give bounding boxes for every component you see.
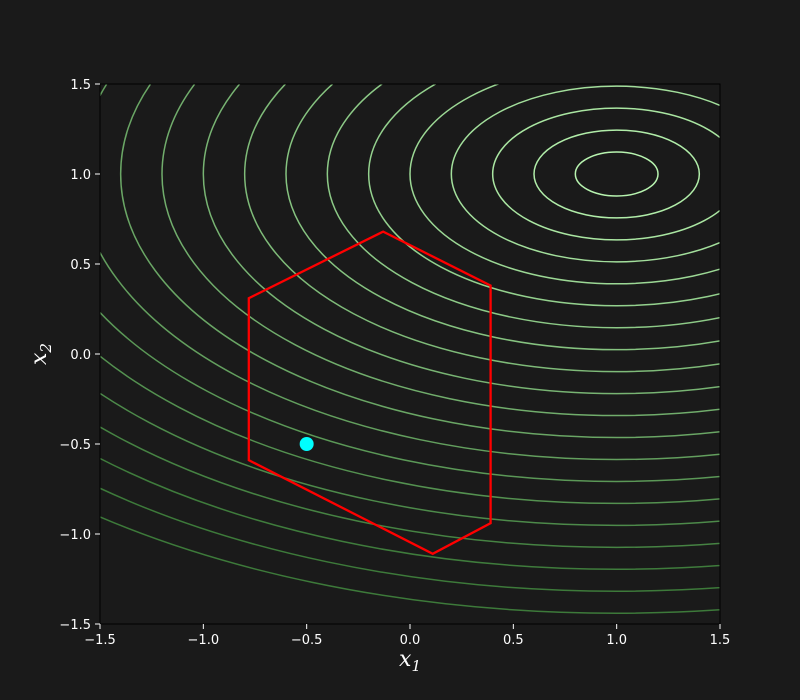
x-ticks: −1.5 −1.0 −0.5 0.0 0.5 1.0 1.5 [84, 624, 730, 648]
y-ticks: −1.5 −1.0 −0.5 0.0 0.5 1.0 1.5 [59, 78, 100, 633]
contour-line [161, 84, 720, 417]
contour-line [533, 129, 701, 219]
contour-line [202, 84, 720, 395]
x-axis-label: x1 [399, 647, 421, 675]
current-point-marker [299, 437, 314, 451]
contour-line [450, 85, 720, 263]
y-tick-label: 0.0 [70, 348, 91, 363]
contour-line [120, 84, 720, 439]
x-tick-label: 0.0 [400, 633, 421, 648]
contour-line [100, 354, 720, 505]
y-tick-label: −1.0 [59, 528, 91, 543]
x-tick-label: −1.0 [188, 633, 220, 648]
y-axis-label: x2 [27, 343, 55, 365]
feasible-region [247, 230, 492, 556]
contour-line [100, 515, 720, 614]
contour-line [100, 457, 720, 570]
contour-lines [100, 84, 720, 614]
x-tick-label: 1.5 [710, 633, 731, 648]
contour-line [285, 84, 720, 351]
current-point [299, 437, 314, 451]
x-tick-label: −0.5 [291, 633, 323, 648]
y-tick-label: 0.5 [70, 258, 91, 273]
x-tick-label: 0.5 [503, 633, 524, 648]
contour-line [409, 84, 720, 285]
x-tick-label: −1.5 [84, 633, 116, 648]
contour-line [326, 84, 720, 329]
contour-line [100, 425, 720, 548]
contour-line [491, 107, 720, 241]
contour-line [100, 311, 720, 483]
y-tick-label: −1.5 [59, 618, 91, 633]
y-tick-label: −0.5 [59, 438, 91, 453]
x-tick-label: 1.0 [606, 633, 627, 648]
contour-line [100, 392, 720, 527]
contour-line [100, 487, 720, 592]
contour-line [100, 84, 720, 461]
y-tick-label: 1.0 [70, 168, 91, 183]
polygon-boundary [247, 230, 492, 556]
contour-line [367, 84, 720, 307]
y-tick-label: 1.5 [70, 78, 91, 93]
contour-line [574, 151, 659, 197]
contour-line [244, 84, 720, 373]
